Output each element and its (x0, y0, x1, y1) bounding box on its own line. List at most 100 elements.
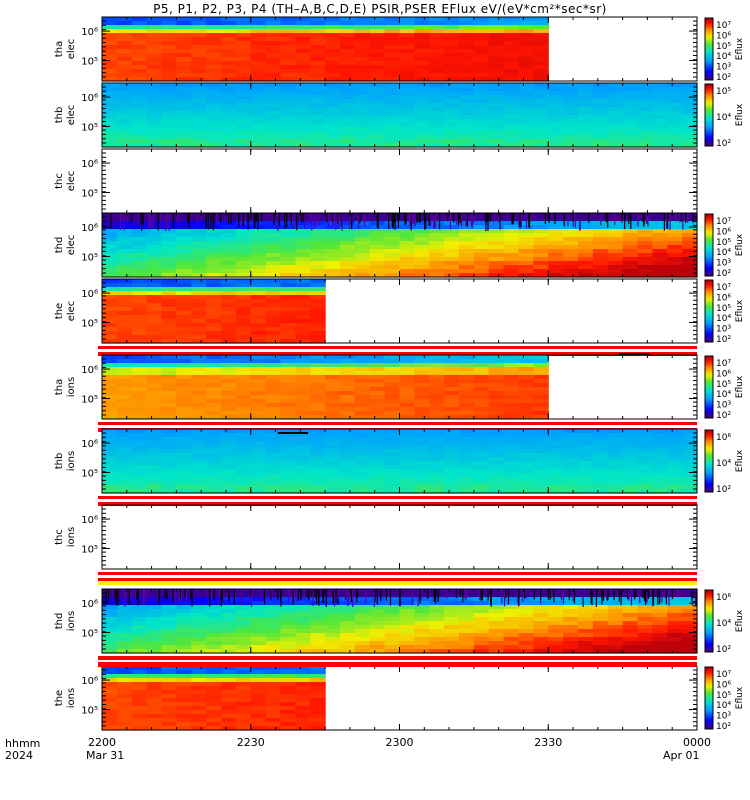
heatmap-cell (221, 485, 237, 490)
heatmap-cell (102, 477, 118, 482)
heatmap-cell (116, 111, 133, 116)
heatmap-cell (533, 127, 549, 132)
heatmap-cell (414, 241, 430, 246)
heatmap-cell (444, 445, 460, 450)
heatmap-cell (607, 637, 624, 642)
heatmap-cell (295, 645, 311, 650)
heatmap-cell (131, 213, 148, 218)
heatmap-cell (503, 237, 520, 242)
colorbar-segment (705, 24, 713, 27)
heatmap-cell (280, 33, 296, 38)
heatmap-cell (518, 399, 534, 404)
heatmap-cell (191, 61, 207, 66)
heatmap-cell (116, 95, 133, 100)
heatmap-cell (116, 327, 133, 332)
heatmap-cell (429, 375, 445, 380)
heatmap-cell (235, 29, 252, 34)
heatmap-cell (102, 383, 118, 388)
heatmap-cell (473, 429, 490, 434)
colorbar-segment (705, 271, 713, 275)
heatmap-cell (369, 95, 386, 100)
heatmap-cell (563, 481, 579, 486)
heatmap-cell (310, 303, 326, 308)
heatmap-cell (146, 449, 163, 454)
heatmap-cell (295, 295, 311, 300)
heatmap-cell (667, 589, 683, 594)
heatmap-cell (444, 473, 460, 478)
heatmap-cell (280, 273, 296, 278)
heatmap-cell (340, 33, 356, 38)
heatmap-cell (607, 649, 624, 654)
heatmap-cell (429, 49, 445, 54)
heatmap-cell (221, 355, 237, 360)
heatmap-cell (503, 589, 520, 594)
heatmap-cell (369, 257, 386, 262)
heatmap-cell (235, 283, 252, 288)
heatmap-cell (221, 115, 237, 120)
heatmap-cell (191, 303, 207, 308)
heatmap-cell (235, 469, 252, 474)
heatmap-cell (191, 269, 207, 274)
heatmap-cell (488, 613, 505, 618)
heatmap-cell (518, 609, 534, 614)
heatmap-cell (325, 395, 341, 400)
heatmap-cell (250, 399, 267, 404)
heatmap-cell (563, 87, 579, 92)
heatmap-cell (369, 37, 386, 42)
heatmap-cell (161, 613, 177, 618)
heatmap-cell (116, 403, 133, 408)
heatmap-cell (280, 481, 296, 486)
heatmap-cell (369, 241, 386, 246)
heatmap-cell (116, 119, 133, 124)
heatmap-cell (250, 257, 267, 262)
heatmap-cell (340, 407, 356, 412)
heatmap-cell (399, 135, 415, 140)
heatmap-cell (191, 645, 207, 650)
heatmap-noise-line (137, 213, 139, 224)
heatmap-cell (265, 601, 282, 606)
heatmap-cell (250, 299, 267, 304)
heatmap-noise-line (158, 589, 161, 599)
heatmap-cell (607, 445, 624, 450)
heatmap-cell (652, 457, 668, 462)
heatmap-cell (340, 57, 356, 62)
heatmap-cell (116, 45, 133, 50)
heatmap-cell (429, 629, 445, 634)
heatmap-cell (354, 213, 371, 218)
heatmap-cell (563, 637, 579, 642)
heatmap-cell (637, 621, 653, 626)
heatmap-cell (518, 241, 534, 246)
heatmap-cell (652, 261, 668, 266)
heatmap-cell (265, 221, 282, 226)
heatmap-cell (295, 441, 311, 446)
heatmap-cell (667, 87, 683, 92)
heatmap-cell (131, 339, 148, 344)
heatmap-cell (399, 241, 415, 246)
heatmap-cell (161, 395, 177, 400)
heatmap-cell (607, 461, 624, 466)
heatmap-cell (563, 453, 579, 458)
heatmap-cell (488, 127, 505, 132)
heatmap-cell (563, 613, 579, 618)
heatmap-cell (325, 233, 341, 238)
heatmap-cell (191, 241, 207, 246)
heatmap-cell (116, 469, 133, 474)
heatmap-cell (191, 327, 207, 332)
heatmap-cell (295, 21, 311, 26)
heatmap-cell (667, 143, 683, 148)
heatmap-cell (637, 477, 653, 482)
heatmap-cell (265, 77, 282, 82)
heatmap-cell (250, 41, 267, 46)
heatmap-cell (429, 225, 445, 230)
heatmap-cell (280, 283, 296, 288)
heatmap-cell (206, 379, 222, 384)
heatmap-cell (592, 473, 609, 478)
heatmap-cell (102, 53, 118, 58)
heatmap-cell (235, 589, 252, 594)
heatmap-cell (176, 111, 192, 116)
heatmap-cell (518, 445, 534, 450)
heatmap-cell (280, 609, 296, 614)
heatmap-cell (280, 449, 296, 454)
heatmap-cell (235, 485, 252, 490)
heatmap-cell (503, 265, 520, 270)
